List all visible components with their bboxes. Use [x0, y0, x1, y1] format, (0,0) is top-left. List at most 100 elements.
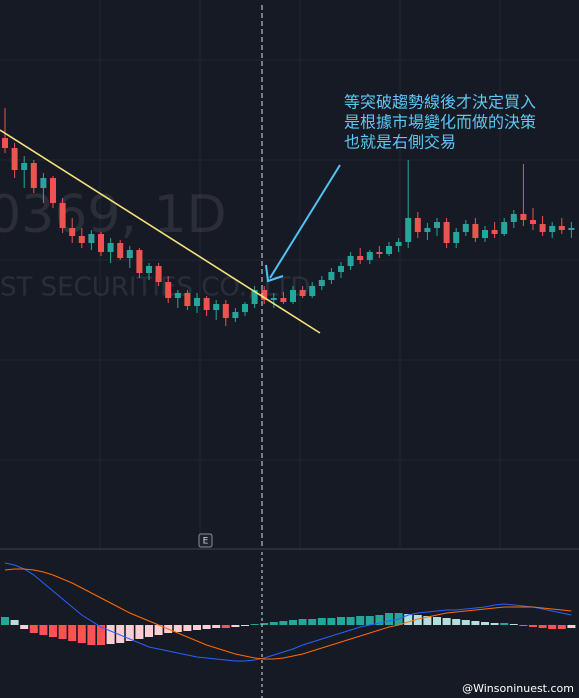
histogram-bar [365, 616, 374, 625]
candle-body [462, 224, 469, 232]
candle-body [453, 232, 460, 243]
candle-body [501, 222, 508, 234]
histogram-bar [557, 625, 566, 629]
candle-body [443, 222, 450, 243]
candle-body [386, 246, 392, 254]
candle-body [568, 228, 575, 230]
candle-body [232, 312, 239, 318]
annotation: 也就是右側交易 [344, 133, 456, 152]
arrow [269, 164, 341, 279]
candle-body [222, 304, 229, 318]
histogram-bar [106, 625, 115, 644]
histogram-bar [471, 621, 480, 625]
candle-body [491, 230, 498, 234]
grid [0, 0, 579, 548]
histogram-bar [173, 625, 182, 632]
candle-body [78, 236, 85, 243]
histogram-bar [49, 625, 57, 637]
histogram-bar [356, 616, 365, 625]
candle-body [88, 234, 95, 243]
histogram-bar [231, 625, 240, 627]
event-marker-label: E [203, 537, 209, 547]
histogram-bar [202, 625, 211, 629]
histogram-bar [145, 625, 153, 637]
histogram-bar [529, 625, 537, 627]
histogram-bar [1, 617, 9, 625]
histogram-bar [116, 625, 125, 643]
histogram-bar [509, 624, 518, 625]
candle-body [414, 218, 421, 232]
candle-body [290, 290, 296, 302]
histogram-bar [548, 625, 557, 629]
candle-body [107, 243, 114, 252]
histogram-bar [289, 620, 297, 625]
histogram-bar [490, 623, 499, 625]
candle-body [530, 220, 536, 224]
histogram-bar [68, 625, 77, 641]
candle-body [242, 304, 248, 312]
histogram-bar [433, 617, 441, 625]
candle-body [558, 226, 565, 230]
candle-body [261, 290, 268, 300]
histogram-bar [375, 615, 384, 625]
histogram-bar [39, 625, 48, 635]
candle-body [510, 214, 517, 222]
arrow-head [265, 264, 284, 283]
candle-body [98, 234, 104, 252]
candle-body [184, 293, 191, 306]
macd-pane [1, 562, 576, 662]
histogram-bar [298, 619, 307, 625]
annotation: 是根據市場變化而做的決策 [344, 113, 536, 132]
price-pane [2, 108, 575, 326]
candle-body [251, 290, 258, 304]
candle-body [309, 286, 316, 296]
histogram-bar [260, 623, 269, 625]
candle-body [126, 250, 133, 258]
candle-body [11, 148, 18, 170]
candle-body [21, 163, 28, 170]
candle-body [194, 298, 200, 306]
histogram-bar [279, 621, 288, 625]
candle-body [482, 230, 488, 238]
histogram-bar [327, 618, 336, 625]
histogram-bar [20, 625, 29, 629]
histogram-bar [461, 620, 470, 625]
histogram-bar [317, 618, 326, 625]
candle-body [424, 228, 431, 232]
candle-body [347, 256, 354, 266]
histogram-bar [212, 625, 221, 628]
histogram-bar [183, 625, 192, 631]
candle-body [395, 242, 402, 246]
candle-body [376, 252, 383, 254]
histogram-bar [500, 623, 509, 625]
histogram-bar [58, 625, 67, 639]
candle-body [434, 222, 440, 228]
histogram-bar [423, 616, 432, 625]
histogram-bar [97, 625, 105, 645]
histogram-bar [538, 625, 547, 628]
candle-body [520, 214, 527, 220]
histogram-bar [154, 625, 163, 635]
histogram-bar [567, 625, 576, 628]
candle-body [338, 266, 344, 272]
candle-body [328, 272, 335, 280]
signal-line [4, 568, 572, 660]
histogram-bar [346, 617, 355, 625]
credit: @Winsoninuest.com [462, 682, 574, 695]
histogram-bar [269, 622, 278, 625]
histogram-bar [404, 614, 413, 625]
candle-body [299, 290, 306, 296]
trend-line [0, 129, 321, 334]
candle-body [165, 282, 172, 298]
candle-body [155, 266, 162, 282]
candle-body [318, 280, 325, 286]
candle-body [366, 252, 373, 260]
histogram-bar [250, 624, 259, 625]
histogram-bar [87, 625, 96, 645]
histogram-bar [10, 620, 19, 625]
candle-body [549, 226, 556, 232]
event-marker[interactable] [198, 533, 213, 548]
histogram-bar [221, 625, 230, 628]
